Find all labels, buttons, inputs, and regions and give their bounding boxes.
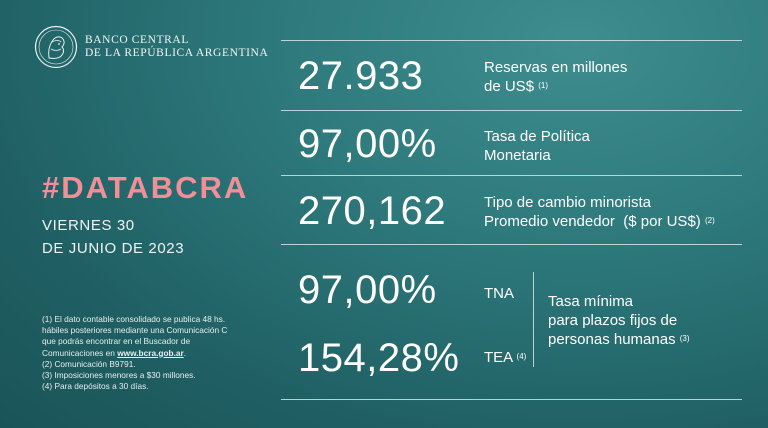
plazos-fijos-label-line3-text: personas humanas [548,331,676,348]
plazos-fijos-label-line3: personas humanas (3) [548,330,690,349]
divider-bottom [281,399,742,400]
footnote-1a: (1) El dato contable consolidado se publ… [42,314,226,324]
tasa-politica-label-line2: Monetaria [484,147,551,164]
date-line1: VIERNES 30 [42,217,135,234]
footnote-4: (4) Para depósitos a 30 días. [42,381,149,392]
footnotes: (1) El dato contable consolidado se publ… [42,314,272,392]
reservas-label-line1: Reservas en millones [484,59,628,76]
tipo-cambio-label-line1: Tipo de cambio minorista [484,194,652,211]
footnote-1d-text: Comunicaciones en [42,347,118,358]
reservas-label-line2: de US$ (1) [484,77,627,96]
tasa-politica-label: Tasa de Política Monetaria [484,127,590,165]
footnote-1b: hábiles posteriores mediante una Comunic… [42,325,228,336]
bank-name: BANCO CENTRAL DE LA REPÚBLICA ARGENTINA [85,34,268,60]
reservas-note: (1) [538,81,548,90]
tipo-cambio-label-line2-text: Promedio vendedor ($ por US$) [484,213,701,230]
tea-note: (4) [516,352,527,361]
tea-label: TEA (4) [484,348,526,367]
bcra-seal-icon [34,25,78,69]
tea-label-text: TEA [484,349,513,366]
bank-name-line2: DE LA REPÚBLICA ARGENTINA [85,47,269,59]
tasa-politica-value: 97,00% [298,122,437,166]
plazos-fijos-label: Tasa mínima para plazos fijos de persona… [548,292,690,349]
tea-value: 154,28% [298,336,460,380]
footnote-1d: Comunicaciones en www.bcra.gob.ar. [42,348,272,359]
divider-2 [281,175,742,176]
tipo-cambio-label: Tipo de cambio minorista Promedio vended… [484,193,715,231]
bank-name-line1: BANCO CENTRAL [85,34,189,46]
tna-label: TNA [484,285,514,302]
report-date: VIERNES 30 DE JUNIO DE 2023 [42,214,184,260]
reservas-label-line2-text: de US$ [484,78,535,95]
bcra-logo: BANCO CENTRAL DE LA REPÚBLICA ARGENTINA [34,25,268,69]
footnote-1c: que podrás encontrar en el Buscador de [42,336,191,347]
tna-value: 97,00% [298,268,437,312]
plazos-fijos-note: (3) [679,334,690,343]
plazos-fijos-label-line2: para plazos fijos de [548,312,678,329]
footnote-1d-end: . [183,347,187,358]
tipo-cambio-note: (2) [704,216,715,225]
divider-top [281,40,742,41]
reservas-value: 27.933 [298,54,424,98]
tipo-cambio-value: 270,162 [298,189,447,233]
bcra-website-link[interactable]: www.bcra.gob.ar [117,347,184,358]
hashtag-title: #DATABCRA [42,170,249,205]
divider-1 [281,110,742,111]
footnote-2: (2) Comunicación B9791. [42,358,136,369]
bracket-divider [533,272,534,367]
tasa-politica-label-line1: Tasa de Política [484,128,590,145]
plazos-fijos-label-line1: Tasa mínima [548,293,634,310]
divider-3 [281,244,742,245]
footnote-3: (3) Imposiciones menores a $30 millones. [42,370,196,381]
tipo-cambio-label-line2: Promedio vendedor ($ por US$) (2) [484,212,715,231]
date-line2: DE JUNIO DE 2023 [42,240,185,257]
reservas-label: Reservas en millones de US$ (1) [484,58,627,96]
